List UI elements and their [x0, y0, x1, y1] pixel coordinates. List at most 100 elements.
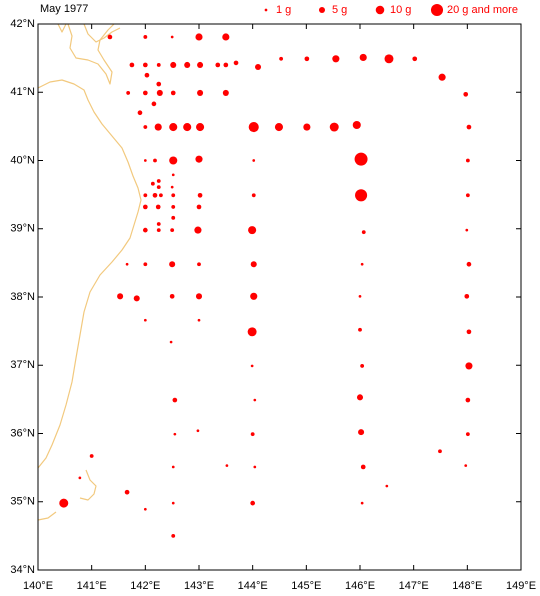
station-point: [142, 90, 148, 96]
station-point: [463, 91, 469, 97]
station-point: [155, 204, 161, 210]
station-point: [142, 227, 148, 233]
station-point: [170, 35, 174, 39]
station-point: [171, 533, 176, 538]
station-point: [183, 123, 192, 132]
station-point: [465, 397, 471, 403]
coastline: [37, 23, 142, 521]
station-point: [247, 327, 257, 337]
station-point: [250, 364, 254, 368]
y-tick-label: 35°N: [10, 496, 35, 508]
chart-title: May 1977: [40, 3, 88, 15]
station-point: [196, 123, 205, 132]
station-point: [360, 364, 365, 368]
station-point: [304, 56, 310, 62]
station-point: [126, 91, 131, 95]
legend: 1 g 5 g 10 g 20 g and more: [264, 4, 518, 17]
station-point: [251, 193, 256, 198]
station-point: [465, 228, 469, 232]
station-point: [215, 62, 221, 68]
x-tick-label: 144°E: [238, 580, 268, 592]
station-point: [170, 185, 174, 189]
station-point: [170, 61, 177, 68]
station-point: [129, 62, 135, 68]
station-point: [151, 101, 157, 107]
station-point: [170, 90, 176, 96]
station-point: [223, 62, 229, 68]
station-point: [154, 123, 162, 131]
x-tick-label: 145°E: [291, 580, 321, 592]
y-tick-label: 39°N: [10, 223, 35, 235]
station-point: [465, 362, 473, 370]
station-point: [158, 193, 163, 198]
station-point: [143, 318, 147, 322]
station-point: [194, 226, 202, 234]
station-point: [248, 122, 259, 133]
station-point: [143, 193, 148, 198]
station-point: [195, 155, 203, 163]
station-point: [197, 262, 201, 267]
station-point: [117, 293, 124, 300]
station-point: [173, 432, 177, 436]
station-point: [137, 110, 143, 116]
legend-label: 1 g: [276, 4, 291, 16]
station-point: [360, 464, 366, 470]
station-point: [184, 61, 191, 68]
station-point: [303, 123, 311, 131]
y-tick-label: 38°N: [10, 291, 35, 303]
station-point: [195, 293, 203, 300]
station-point: [156, 89, 163, 96]
station-point: [465, 193, 470, 198]
y-tick-label: 34°N: [10, 564, 35, 576]
station-point: [361, 230, 366, 235]
legend-marker: [375, 5, 385, 15]
station-point: [156, 222, 161, 226]
station-point: [125, 262, 129, 266]
x-tick-label: 141°E: [77, 580, 107, 592]
station-point: [255, 63, 262, 71]
station-point: [143, 125, 148, 129]
legend-marker: [318, 6, 326, 14]
station-point: [196, 429, 200, 433]
station-point: [253, 465, 257, 469]
station-point: [107, 34, 113, 40]
station-point: [169, 293, 175, 299]
station-point: [250, 432, 255, 437]
station-point: [250, 261, 257, 268]
station-point: [171, 215, 176, 220]
station-point: [89, 454, 94, 458]
x-tick-label: 149°E: [506, 580, 536, 592]
station-point: [438, 73, 446, 81]
station-point: [466, 124, 472, 130]
x-tick-label: 143°E: [184, 580, 214, 592]
station-point: [156, 179, 161, 183]
station-point: [253, 398, 257, 402]
station-point: [358, 429, 365, 436]
station-point: [464, 293, 470, 299]
station-point: [152, 192, 158, 198]
station-point: [356, 394, 364, 401]
y-tick-label: 40°N: [10, 154, 35, 166]
legend-label: 20 g and more: [447, 4, 518, 16]
station-point: [197, 61, 204, 68]
station-point: [358, 327, 362, 332]
station-point: [360, 262, 364, 266]
legend-label: 5 g: [332, 4, 347, 16]
station-point: [222, 89, 229, 96]
x-tick-label: 146°E: [345, 580, 375, 592]
station-point: [171, 205, 176, 209]
station-point: [355, 189, 368, 202]
station-point: [197, 318, 201, 322]
station-point: [156, 81, 162, 87]
station-point: [466, 329, 472, 335]
station-point: [133, 295, 140, 302]
station-point: [171, 501, 175, 505]
station-point: [171, 465, 175, 469]
station-point: [142, 204, 148, 210]
station-point: [222, 33, 230, 41]
station-point: [465, 158, 470, 163]
station-point: [156, 63, 161, 67]
y-tick-label: 41°N: [10, 86, 35, 98]
station-point: [233, 60, 239, 66]
